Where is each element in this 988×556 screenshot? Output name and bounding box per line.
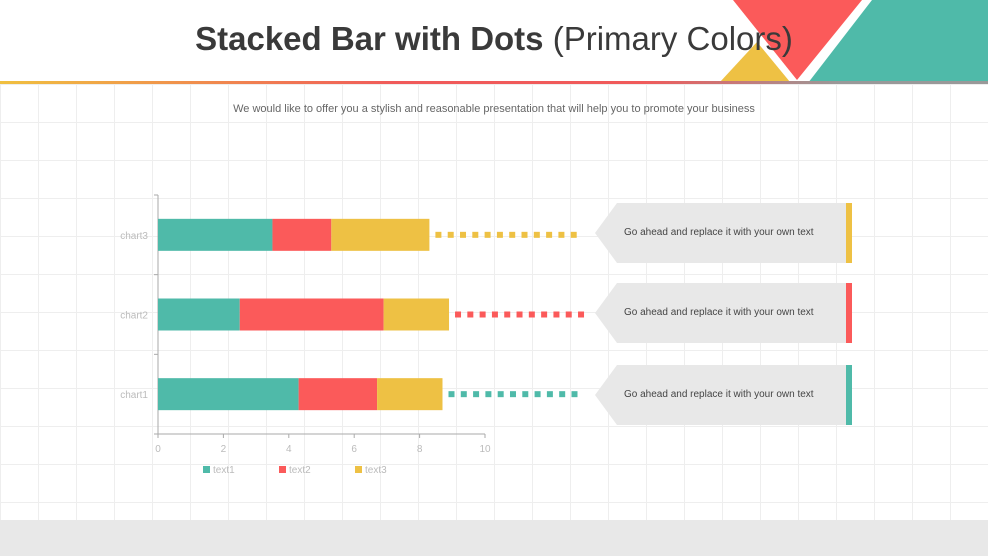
dot (467, 311, 474, 318)
callout-text: Go ahead and replace it with your own te… (624, 307, 814, 318)
yellow-triangle (720, 42, 790, 82)
callout-shape (595, 203, 852, 263)
dot (435, 231, 442, 238)
callout-text: Go ahead and replace it with your own te… (624, 227, 814, 238)
dot (509, 391, 516, 398)
dot (521, 231, 528, 238)
dot (509, 231, 516, 238)
page-title: Stacked Bar with Dots (Primary Colors) (0, 20, 988, 58)
x-tick-label: 0 (155, 444, 161, 455)
dot (460, 231, 467, 238)
dot (447, 231, 454, 238)
legend-label: text1 (213, 465, 235, 476)
dot (460, 391, 467, 398)
bar-segment-text3-chart3 (331, 218, 430, 251)
bar-segment-text2-chart3 (272, 218, 332, 251)
x-tick-label: 2 (221, 444, 227, 455)
title-bold: Stacked Bar with Dots (195, 20, 544, 57)
dot (546, 391, 553, 398)
dot (570, 231, 577, 238)
legend-swatch (279, 466, 286, 473)
dot (484, 231, 491, 238)
callout-chart2: Go ahead and replace it with your own te… (595, 283, 852, 343)
legend-label: text2 (289, 465, 311, 476)
legend-swatch (355, 466, 362, 473)
x-tick-label: 6 (351, 444, 357, 455)
dot (473, 391, 480, 398)
dot (541, 311, 548, 318)
callout-accent (846, 203, 852, 263)
dot (522, 391, 529, 398)
callout-shape (595, 365, 852, 425)
header-decoration (720, 0, 988, 83)
y-tick-label: chart1 (120, 390, 148, 401)
x-tick-label: 8 (417, 444, 423, 455)
y-tick-label: chart2 (120, 311, 148, 322)
bar-segment-text2-chart2 (239, 298, 384, 331)
callout-chart1: Go ahead and replace it with your own te… (595, 365, 852, 425)
callout-accent (846, 365, 852, 425)
red-triangle (733, 0, 862, 80)
x-tick-label: 4 (286, 444, 292, 455)
subtitle: We would like to offer you a stylish and… (233, 103, 755, 115)
header-divider (0, 81, 988, 84)
dot (528, 311, 535, 318)
bar-segment-text1-chart3 (158, 218, 273, 251)
callout-accent (846, 283, 852, 343)
dot (448, 391, 455, 398)
dot (497, 391, 504, 398)
bar-segment-text1-chart2 (158, 298, 240, 331)
dot (546, 231, 553, 238)
dot (472, 231, 479, 238)
teal-shape (808, 0, 988, 83)
dot (496, 231, 503, 238)
dot (553, 311, 560, 318)
dot (485, 391, 492, 398)
callout-chart3: Go ahead and replace it with your own te… (595, 203, 852, 263)
bar-segment-text1-chart1 (158, 378, 299, 411)
title-light: (Primary Colors) (543, 20, 793, 57)
footer-band (0, 520, 988, 556)
y-tick-label: chart3 (120, 231, 148, 242)
dot (455, 311, 462, 318)
callout-text: Go ahead and replace it with your own te… (624, 389, 814, 400)
dot (516, 311, 523, 318)
callout-shape (595, 283, 852, 343)
x-tick-label: 10 (479, 444, 491, 455)
dot (533, 231, 540, 238)
dot (479, 311, 486, 318)
legend-label: text3 (365, 465, 387, 476)
bar-segment-text3-chart1 (377, 378, 443, 411)
dot (578, 311, 585, 318)
dot (559, 391, 566, 398)
bar-segment-text2-chart1 (298, 378, 378, 411)
dot (534, 391, 541, 398)
bar-segment-text3-chart2 (383, 298, 450, 331)
dot (491, 311, 498, 318)
dot (504, 311, 511, 318)
dot (565, 311, 572, 318)
legend-swatch (203, 466, 210, 473)
dot (558, 231, 565, 238)
dot (571, 391, 578, 398)
